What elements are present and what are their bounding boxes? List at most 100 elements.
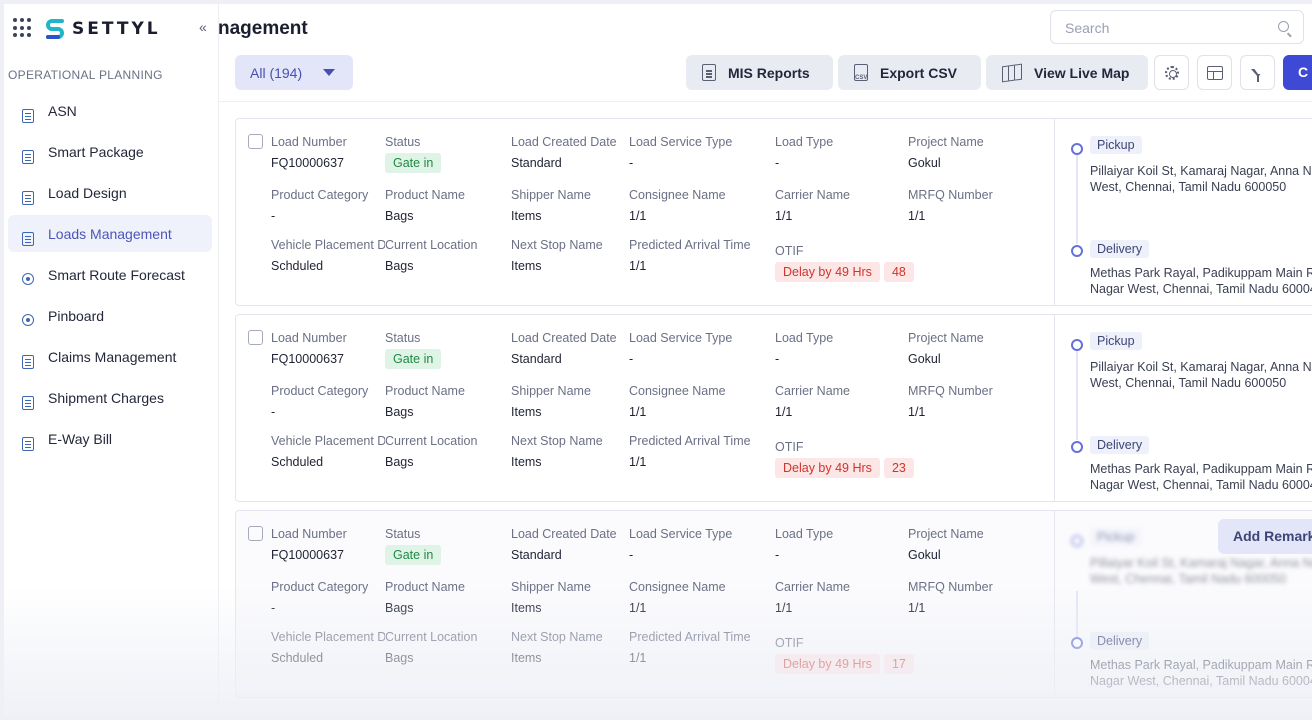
export-csv-button[interactable]: CSV Export CSV <box>838 55 981 90</box>
field-value: Gokul <box>908 352 941 366</box>
field-status: Status Gate in <box>385 135 442 173</box>
sidebar-item-label: Loads Management <box>48 225 172 242</box>
select-load-checkbox[interactable] <box>248 134 263 149</box>
doc-icon <box>20 190 36 206</box>
sidebar-item-load-design[interactable]: Load Design <box>8 174 212 211</box>
logo[interactable]: SETTYL <box>44 16 161 42</box>
field-value: Schduled <box>271 259 324 273</box>
field-value: - <box>775 156 780 170</box>
pickup-address: Pillaiyar Koil St, Kamaraj Nagar, Anna N… <box>1090 164 1312 194</box>
route-timeline: Pickup Pillaiyar Koil St, Kamaraj Nagar,… <box>1054 315 1312 501</box>
field-label: Status <box>385 331 421 345</box>
status-badge: Gate in <box>385 349 442 369</box>
field-label: Product Category <box>271 188 369 202</box>
field-value: Bags <box>385 259 414 273</box>
otif-count-badge: 23 <box>883 458 914 478</box>
sidebar-item-label: Pinboard <box>48 307 105 324</box>
select-load-checkbox[interactable] <box>248 526 263 541</box>
sidebar-item-loads-management[interactable]: Loads Management <box>8 215 212 252</box>
field-product-category: Product Category - <box>271 580 368 615</box>
field-label: Status <box>385 135 421 149</box>
field-product-name: Product Name Bags <box>385 580 465 615</box>
create-button[interactable]: C <box>1283 55 1312 90</box>
field-carrier-name: Carrier Name 1/1 <box>775 188 850 223</box>
view-live-map-button[interactable]: View Live Map <box>986 55 1148 90</box>
field-label: Load Service Type <box>629 135 733 149</box>
field-label: Product Name <box>385 188 465 202</box>
field-load-number: Load Number FQ10000637 <box>271 331 347 366</box>
sidebar-item-pinboard[interactable]: Pinboard <box>8 297 212 334</box>
view-live-map-label: View Live Map <box>1034 64 1130 81</box>
field-value: Bags <box>385 651 414 665</box>
sidebar-item-smart-route-forecast[interactable]: Smart Route Forecast <box>8 256 212 293</box>
settyl-logo-icon <box>46 19 64 39</box>
sidebar-item-asn[interactable]: ASN <box>8 92 212 129</box>
field-value: 1/1 <box>908 601 926 615</box>
sidebar-item-shipment-charges[interactable]: Shipment Charges <box>8 379 212 416</box>
field-value: - <box>629 548 634 562</box>
field-product-category: Product Category - <box>271 384 368 419</box>
field-label: Load Created Date <box>511 527 617 541</box>
search-placeholder: Search <box>1065 20 1110 36</box>
select-load-checkbox[interactable] <box>248 330 263 345</box>
field-value: Bags <box>385 209 414 223</box>
sidebar-item-smart-package[interactable]: Smart Package <box>8 133 212 170</box>
otif-count-badge: 17 <box>883 654 914 674</box>
pickup-address: Pillaiyar Koil St, Kamaraj Nagar, Anna N… <box>1090 360 1312 390</box>
field-product-category: Product Category - <box>271 188 368 223</box>
field-value: FQ10000637 <box>271 548 344 562</box>
app-grid-icon[interactable] <box>13 18 33 38</box>
load-card[interactable]: Load Number FQ10000637 Status Gate in Load… <box>235 118 1312 306</box>
field-label: Load Type <box>775 527 834 541</box>
field-predicted-arrival-time: Predicted Arrival Time 1/1 <box>629 434 751 469</box>
field-value: - <box>629 352 634 366</box>
field-label: Product Name <box>385 580 465 594</box>
delivery-dot-icon <box>1071 245 1083 257</box>
pickup-tag: Pickup <box>1090 136 1142 154</box>
field-next-stop-name: Next Stop Name Items <box>511 238 603 273</box>
load-filter-dropdown[interactable]: All (194) <box>235 55 353 90</box>
load-card[interactable]: Load Number FQ10000637 Status Gate in Load… <box>235 510 1312 698</box>
table-view-button[interactable] <box>1197 55 1232 90</box>
delivery-address: Methas Park Rayal, Padikuppam Main Road N… <box>1090 462 1312 492</box>
field-value: Standard <box>511 548 562 562</box>
sidebar-item-label: E-Way Bill <box>48 430 113 447</box>
map-icon <box>1002 63 1022 82</box>
sidebar-item-claims-management[interactable]: Claims Management <box>8 338 212 375</box>
field-label: Load Number <box>271 527 347 541</box>
load-details: Load Number FQ10000637 Status Gate in Load… <box>236 119 1054 305</box>
doc-icon <box>20 149 36 165</box>
settings-button[interactable] <box>1154 55 1189 90</box>
otif-delay-badge: Delay by 49 Hrs <box>775 654 880 674</box>
search-input[interactable]: Search <box>1050 10 1304 44</box>
field-value: Bags <box>385 601 414 615</box>
app-window: SETTYL « OPERATIONAL PLANNING ASN Smart … <box>4 4 1312 716</box>
collapse-sidebar-icon[interactable]: « <box>199 19 207 35</box>
mis-reports-button[interactable]: MIS Reports <box>686 55 833 90</box>
field-load-type: Load Type - <box>775 331 833 366</box>
field-value: Gokul <box>908 548 941 562</box>
field-label: Project Name <box>908 527 984 541</box>
field-otif: OTIF Delay by 49 Hrs 17 <box>775 636 914 674</box>
status-badge: Gate in <box>385 545 442 565</box>
field-label: Consignee Name <box>629 188 726 202</box>
doc-list-icon <box>20 354 36 370</box>
field-value: FQ10000637 <box>271 352 344 366</box>
add-remark-button[interactable]: Add Remark <box>1218 519 1312 554</box>
delivery-tag: Delivery <box>1090 436 1150 454</box>
field-predicted-arrival-time: Predicted Arrival Time 1/1 <box>629 630 751 665</box>
sidebar-item-e-way-bill[interactable]: E-Way Bill <box>8 420 212 457</box>
field-status: Status Gate in <box>385 331 442 369</box>
field-load-number: Load Number FQ10000637 <box>271 135 347 170</box>
field-value: 1/1 <box>629 651 647 665</box>
sidebar-item-label: ASN <box>48 102 77 119</box>
field-next-stop-name: Next Stop Name Items <box>511 630 603 665</box>
field-value: 1/1 <box>775 601 793 615</box>
filter-button[interactable] <box>1240 55 1275 90</box>
pickup-dot-icon <box>1071 143 1083 155</box>
sidebar: SETTYL « OPERATIONAL PLANNING ASN Smart … <box>4 4 219 716</box>
field-label: Current Location <box>385 434 478 448</box>
field-label: OTIF <box>775 636 804 650</box>
load-card[interactable]: Load Number FQ10000637 Status Gate in Load… <box>235 314 1312 502</box>
field-next-stop-name: Next Stop Name Items <box>511 434 603 469</box>
